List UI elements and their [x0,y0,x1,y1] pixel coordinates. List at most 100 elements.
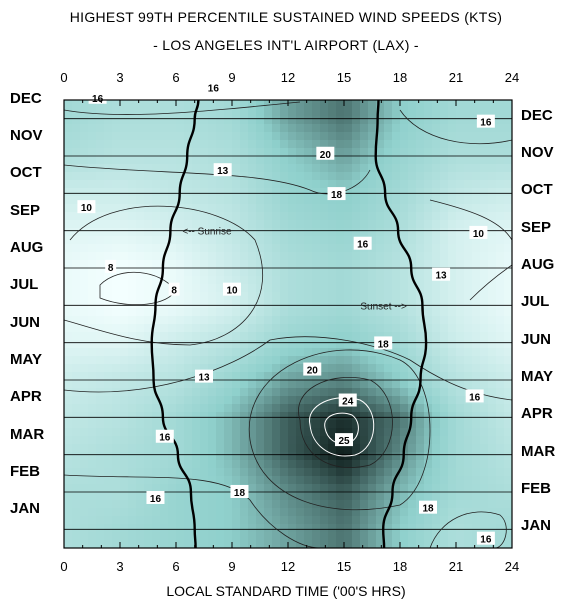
heat-cell [368,428,377,437]
heat-cell [104,356,113,365]
heat-cell [488,124,497,133]
x-tick-label-bottom: 15 [336,559,352,574]
heat-cell [248,388,257,397]
heat-cell [408,460,417,469]
heat-cell [256,524,265,533]
heat-cell [232,108,241,117]
heat-cell [336,476,345,485]
heat-cell [376,300,385,309]
heat-cell [288,348,297,357]
heat-cell [480,196,489,205]
heat-cell [160,476,169,485]
heat-cell [352,132,361,141]
heat-cell [88,372,97,381]
heat-cell [232,532,241,541]
heat-cell [440,540,449,549]
heat-cell [400,508,409,517]
heat-cell [136,460,145,469]
heat-cell [288,308,297,317]
heat-cell [496,244,505,253]
heat-cell [288,156,297,165]
heat-cell [352,452,361,461]
heat-cell [128,116,137,125]
heat-cell [280,468,289,477]
heat-cell [344,132,353,141]
heat-cell [72,228,81,237]
heat-cell [232,308,241,317]
heat-cell [312,476,321,485]
heat-cell [288,236,297,245]
heat-cell [424,196,433,205]
heat-cell [504,164,513,173]
heat-cell [72,460,81,469]
heat-cell [424,348,433,357]
heat-cell [192,380,201,389]
heat-cell [336,444,345,453]
heat-cell [400,388,409,397]
heat-cell [432,340,441,349]
heat-cell [256,100,265,109]
heat-cell [120,372,129,381]
heat-cell [264,388,273,397]
heat-cell [208,340,217,349]
heat-cell [216,532,225,541]
heat-cell [384,124,393,133]
heat-cell [232,420,241,429]
heat-cell [408,420,417,429]
heat-cell [304,204,313,213]
heat-cell [64,524,73,533]
heat-cell [344,124,353,133]
heat-cell [344,276,353,285]
heat-cell [456,148,465,157]
heat-cell [392,188,401,197]
heat-cell [88,156,97,165]
heat-cell [200,380,209,389]
heat-cell [368,348,377,357]
heat-cell [288,268,297,277]
heat-cell [224,148,233,157]
heat-cell [392,460,401,469]
heat-cell [352,404,361,413]
heat-cell [216,116,225,125]
heat-cell [376,532,385,541]
heat-cell [64,516,73,525]
heat-cell [216,404,225,413]
contour-label-bg [335,433,353,447]
heat-cell [224,220,233,229]
heat-cell [504,428,513,437]
heat-cell [312,332,321,341]
heat-cell [328,316,337,325]
heat-cell [392,268,401,277]
heat-cell [392,212,401,221]
heat-cell [240,276,249,285]
heat-cell [496,372,505,381]
heat-cell [368,484,377,493]
heat-cell [208,300,217,309]
heat-cell [440,140,449,149]
heat-cell [152,140,161,149]
heat-cell [240,420,249,429]
heat-cell [120,388,129,397]
heat-cell [344,284,353,293]
heat-cell [168,372,177,381]
heat-cell [296,476,305,485]
heat-cell [136,500,145,509]
heat-cell [456,228,465,237]
heat-cell [200,156,209,165]
heat-cell [344,220,353,229]
heat-cell [456,188,465,197]
heat-cell [248,356,257,365]
heat-cell [408,228,417,237]
heat-cell [184,212,193,221]
heat-cell [424,492,433,501]
heat-cell [456,100,465,109]
heat-cell [488,372,497,381]
heat-cell [288,420,297,429]
heat-cell [176,348,185,357]
heat-cell [432,316,441,325]
heat-cell [312,132,321,141]
heat-cell [248,412,257,421]
heat-cell [504,524,513,533]
heat-cell [216,348,225,357]
heat-cell [264,436,273,445]
